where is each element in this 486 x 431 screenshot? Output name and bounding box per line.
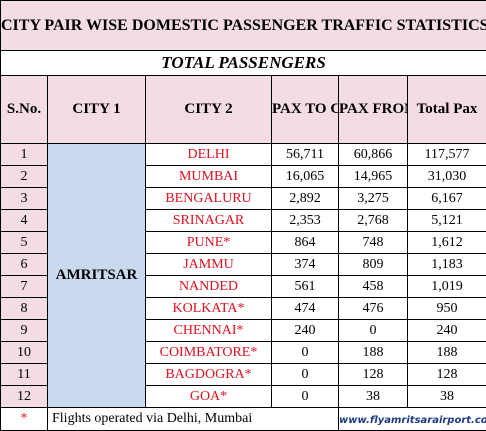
city1-cell: AMRITSAR <box>47 143 146 408</box>
row-pax-to: 240 <box>271 319 339 342</box>
row-pax-to: 16,065 <box>271 165 339 188</box>
row-pax-to: 2,353 <box>271 209 339 232</box>
row-pax-to: 0 <box>271 363 339 386</box>
row-pax-from: 60,866 <box>338 143 408 166</box>
row-total: 240 <box>406 319 486 342</box>
row-sno: 12 <box>0 385 48 408</box>
row-pax-to: 561 <box>271 275 339 298</box>
row-sno: 8 <box>0 297 48 320</box>
table-row: 9 CHENNAI* 240 0 240 <box>0 319 486 342</box>
row-sno: 7 <box>0 275 48 298</box>
row-sno: 4 <box>0 209 48 232</box>
row-sno: 2 <box>0 165 48 188</box>
row-pax-from: 3,275 <box>338 187 408 210</box>
table-subtitle: TOTAL PASSENGERS <box>0 50 486 76</box>
row-total: 188 <box>406 341 486 364</box>
footnote-mark: * <box>0 407 48 431</box>
table-row: 2 MUMBAI 16,065 14,965 31,030 <box>0 165 486 188</box>
row-sno: 9 <box>0 319 48 342</box>
row-total: 117,577 <box>406 143 486 166</box>
table-row: 12 GOA* 0 38 38 <box>0 385 486 408</box>
table-title: CITY PAIR WISE DOMESTIC PASSENGER TRAFFI… <box>0 0 486 51</box>
row-city2: CHENNAI* <box>145 319 272 342</box>
header-total: Total Pax <box>406 75 486 144</box>
row-pax-to: 0 <box>271 385 339 408</box>
row-pax-from: 458 <box>338 275 408 298</box>
footnote-text: Flights operated via Delhi, Mumbai <box>47 407 339 431</box>
row-sno: 6 <box>0 253 48 276</box>
row-pax-from: 748 <box>338 231 408 254</box>
row-pax-to: 374 <box>271 253 339 276</box>
row-sno: 3 <box>0 187 48 210</box>
row-total: 128 <box>406 363 486 386</box>
row-sno: 1 <box>0 143 48 166</box>
row-pax-to: 56,711 <box>271 143 339 166</box>
row-sno: 11 <box>0 363 48 386</box>
row-pax-to: 0 <box>271 341 339 364</box>
row-pax-from: 0 <box>338 319 408 342</box>
table-row: 11 BAGDOGRA* 0 128 128 <box>0 363 486 386</box>
row-pax-from: 476 <box>338 297 408 320</box>
header-pax-to: PAX TO CITY 2 <box>271 75 339 144</box>
row-total: 31,030 <box>406 165 486 188</box>
row-pax-to: 474 <box>271 297 339 320</box>
row-city2: JAMMU <box>145 253 272 276</box>
footnote-row: * Flights operated via Delhi, Mumbai www.f… <box>0 407 486 431</box>
row-city2: NANDED <box>145 275 272 298</box>
row-city2: BENGALURU <box>145 187 272 210</box>
row-pax-to: 864 <box>271 231 339 254</box>
row-pax-from: 128 <box>338 363 408 386</box>
watermark-cell: www.flyamritsarairport.com <box>337 407 486 431</box>
row-sno: 5 <box>0 231 48 254</box>
header-pax-from: PAX FROM CITY 2 <box>338 75 408 144</box>
table-row: 4 SRINAGAR 2,353 2,768 5,121 <box>0 209 486 232</box>
row-city2: BAGDOGRA* <box>145 363 272 386</box>
table-row: 6 JAMMU 374 809 1,183 <box>0 253 486 276</box>
row-pax-from: 38 <box>338 385 408 408</box>
header-city2: CITY 2 <box>145 75 272 144</box>
row-city2: PUNE* <box>145 231 272 254</box>
header-sno: S.No. <box>0 75 48 144</box>
header-city1: CITY 1 <box>47 75 146 144</box>
row-total: 1,612 <box>406 231 486 254</box>
row-city2: COIMBATORE* <box>145 341 272 364</box>
table-row: 1 AMRITSAR DELHI 56,711 60,866 117,577 <box>0 143 486 408</box>
row-total: 1,183 <box>406 253 486 276</box>
row-pax-from: 2,768 <box>338 209 408 232</box>
row-city2: DELHI <box>145 143 272 166</box>
row-sno: 10 <box>0 341 48 364</box>
row-city2: SRINAGAR <box>145 209 272 232</box>
row-total: 38 <box>406 385 486 408</box>
row-pax-to: 2,892 <box>271 187 339 210</box>
row-pax-from: 809 <box>338 253 408 276</box>
row-city2: MUMBAI <box>145 165 272 188</box>
row-total: 5,121 <box>406 209 486 232</box>
row-total: 1,019 <box>406 275 486 298</box>
row-city2: GOA* <box>145 385 272 408</box>
row-pax-from: 188 <box>338 341 408 364</box>
row-pax-from: 14,965 <box>338 165 408 188</box>
row-city2: KOLKATA* <box>145 297 272 320</box>
row-total: 6,167 <box>406 187 486 210</box>
website-watermark: www.flyamritsarairport.com <box>339 415 486 426</box>
row-total: 950 <box>406 297 486 320</box>
